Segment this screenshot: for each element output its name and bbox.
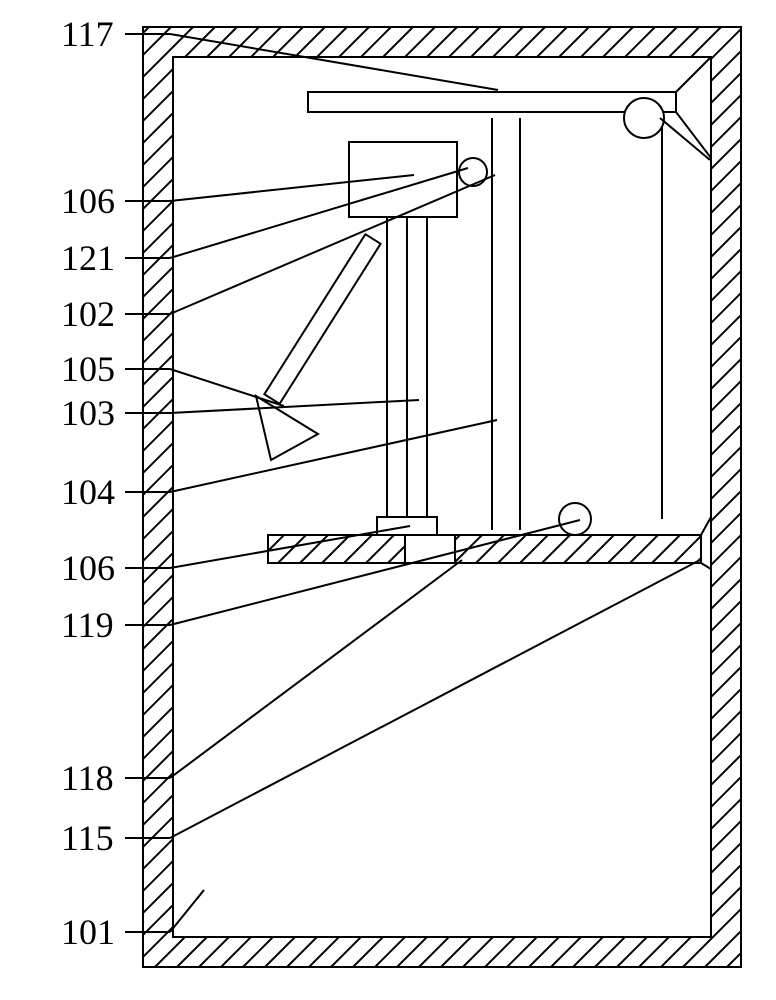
- callout-label: 106: [61, 183, 115, 219]
- callout-label: 102: [61, 296, 115, 332]
- callout-label: 106: [61, 550, 115, 586]
- callout-label: 105: [61, 351, 115, 387]
- callout-label: 121: [61, 240, 115, 276]
- callout-label: 119: [61, 607, 114, 643]
- callout-label: 117: [61, 16, 114, 52]
- callout-label: 104: [61, 474, 115, 510]
- callout-label: 103: [61, 395, 115, 431]
- callout-label: 101: [61, 914, 115, 950]
- callout-label: 115: [61, 820, 114, 856]
- callout-label: 118: [61, 760, 114, 796]
